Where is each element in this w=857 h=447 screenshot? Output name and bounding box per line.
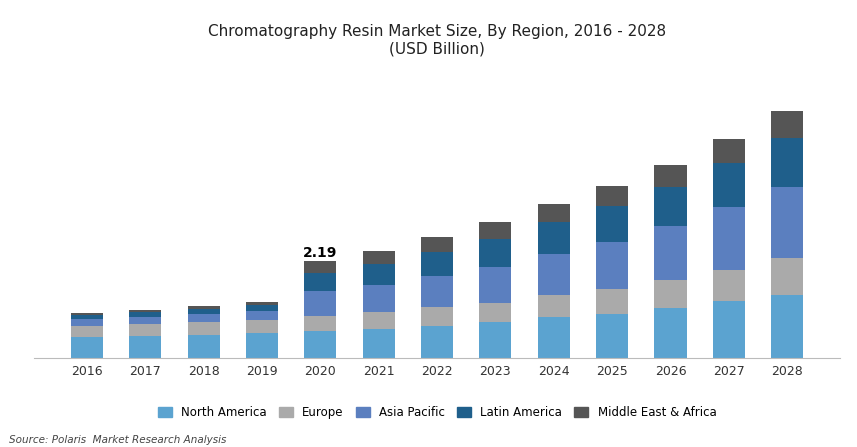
Bar <box>713 139 745 163</box>
Bar <box>129 324 161 336</box>
Bar <box>129 312 161 317</box>
Bar <box>771 138 803 187</box>
Bar <box>713 301 745 358</box>
Bar <box>771 111 803 138</box>
Bar <box>304 273 337 291</box>
Bar <box>479 322 512 358</box>
Bar <box>537 222 570 254</box>
Bar <box>304 331 337 358</box>
Bar <box>71 326 103 337</box>
Bar <box>188 322 219 335</box>
Bar <box>71 313 103 316</box>
Bar <box>421 252 453 276</box>
Bar <box>129 317 161 324</box>
Bar <box>655 164 686 186</box>
Legend: North America, Europe, Asia Pacific, Latin America, Middle East & Africa: North America, Europe, Asia Pacific, Lat… <box>153 401 722 424</box>
Bar <box>596 289 628 314</box>
Bar <box>71 316 103 319</box>
Title: Chromatography Resin Market Size, By Region, 2016 - 2028
(USD Billion): Chromatography Resin Market Size, By Reg… <box>208 24 666 56</box>
Bar <box>363 312 395 329</box>
Bar <box>304 316 337 331</box>
Bar <box>246 305 278 311</box>
Bar <box>771 295 803 358</box>
Bar <box>479 222 512 239</box>
Bar <box>246 311 278 320</box>
Bar <box>421 326 453 358</box>
Bar <box>363 264 395 285</box>
Bar <box>246 320 278 333</box>
Bar <box>596 242 628 289</box>
Bar <box>537 317 570 358</box>
Bar <box>479 303 512 322</box>
Text: 2.19: 2.19 <box>303 245 338 260</box>
Bar <box>421 308 453 326</box>
Bar <box>304 261 337 273</box>
Bar <box>188 335 219 358</box>
Bar <box>655 186 686 226</box>
Bar <box>421 237 453 252</box>
Bar <box>655 308 686 358</box>
Bar <box>655 280 686 308</box>
Bar <box>188 314 219 322</box>
Bar <box>713 270 745 301</box>
Bar <box>713 163 745 207</box>
Bar <box>421 276 453 308</box>
Bar <box>304 291 337 316</box>
Bar <box>71 319 103 326</box>
Bar <box>363 285 395 312</box>
Bar <box>596 186 628 206</box>
Bar <box>537 204 570 222</box>
Bar <box>771 258 803 295</box>
Bar <box>363 329 395 358</box>
Bar <box>246 333 278 358</box>
Bar <box>129 336 161 358</box>
Bar <box>71 337 103 358</box>
Bar <box>537 254 570 295</box>
Bar <box>596 314 628 358</box>
Bar <box>479 266 512 303</box>
Bar <box>655 226 686 280</box>
Bar <box>363 251 395 264</box>
Bar <box>596 206 628 242</box>
Bar <box>479 239 512 266</box>
Bar <box>713 207 745 270</box>
Bar <box>188 306 219 309</box>
Bar <box>537 295 570 317</box>
Bar <box>129 310 161 312</box>
Text: Source: Polaris  Market Research Analysis: Source: Polaris Market Research Analysis <box>9 435 226 445</box>
Bar <box>246 302 278 305</box>
Bar <box>188 309 219 314</box>
Bar <box>771 187 803 258</box>
